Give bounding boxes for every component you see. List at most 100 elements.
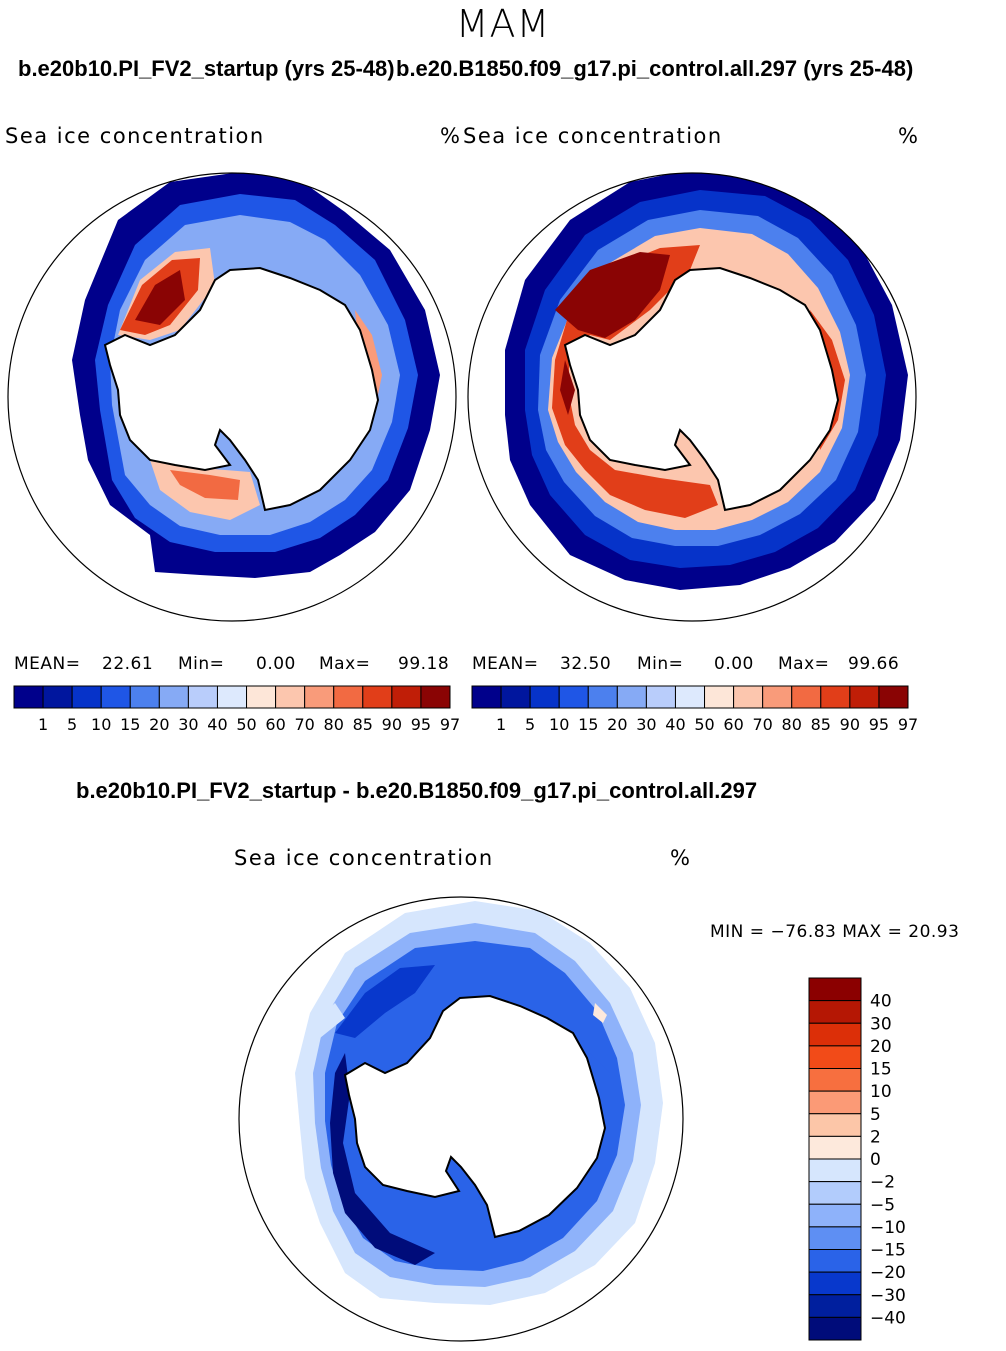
diff-colorbar-tick: 15 <box>870 1060 892 1080</box>
panel2-colorbar-tick: 5 <box>525 715 535 734</box>
diff-colorbar-swatch <box>808 1249 862 1273</box>
panel2-max: 99.66 <box>848 654 900 674</box>
panel1-colorbar-swatch <box>362 685 393 709</box>
panel1-title: b.e20b10.PI_FV2_startup (yrs 25-48) <box>18 56 395 81</box>
diff-colorbar-swatch <box>808 1068 862 1092</box>
panel1-colorbar-tick: 90 <box>382 715 402 734</box>
panel2-field-label: Sea ice concentration <box>463 124 723 148</box>
diff-colorbar-swatch <box>808 977 862 1002</box>
diff-minmax: MIN = −76.83 MAX = 20.93 <box>710 922 960 942</box>
panel2-colorbar-tick: 97 <box>898 715 918 734</box>
panel2-colorbar-swatch <box>704 685 735 709</box>
panel1-max: 99.18 <box>398 654 450 674</box>
panel2-colorbar-swatch <box>471 685 502 709</box>
diff-colorbar-tick: −20 <box>870 1263 906 1283</box>
diff-field-label: Sea ice concentration <box>234 846 494 870</box>
diff-title: b.e20b10.PI_FV2_startup - b.e20.B1850.f0… <box>76 778 758 803</box>
panel2-colorbar-swatch <box>529 685 560 709</box>
panel1-colorbar-swatch <box>129 685 160 709</box>
panel2-map <box>467 172 917 622</box>
panel2-colorbar-swatch <box>733 685 764 709</box>
panel2-min-label: Min= <box>637 654 684 674</box>
diff-units: % <box>670 846 692 870</box>
diff-map <box>238 896 684 1342</box>
panel1-colorbar-swatch <box>216 685 248 709</box>
panel2-max-label: Max= <box>778 654 830 674</box>
panel2-colorbar-swatch <box>762 685 793 709</box>
panel1-colorbar-tick: 70 <box>294 715 314 734</box>
panel1-colorbar-tick: 5 <box>67 715 77 734</box>
panel2-colorbar-swatch <box>674 685 706 709</box>
panel1-colorbar-tick: 20 <box>149 715 169 734</box>
panel1-units: % <box>440 124 462 148</box>
panel1-mean: 22.61 <box>102 654 154 674</box>
panel1-min: 0.00 <box>256 654 296 674</box>
panel1-colorbar-tick: 60 <box>265 715 285 734</box>
diff-colorbar-swatch <box>808 1294 862 1318</box>
panel2-colorbar-tick: 95 <box>869 715 889 734</box>
panel1-colorbar-tick: 95 <box>411 715 431 734</box>
panel1-colorbar-swatch <box>275 685 306 709</box>
diff-colorbar-swatch <box>808 1181 862 1205</box>
panel2-colorbar-swatch <box>849 685 880 709</box>
diff-colorbar-swatch <box>808 1045 862 1069</box>
panel2-colorbar: 1 5 10 15 20 30 40 50 60 70 80 85 90 95 97 <box>471 685 918 734</box>
panel2-colorbar-swatch <box>500 685 531 709</box>
diff-colorbar-tick: 30 <box>870 1014 892 1034</box>
diff-colorbar-tick: 0 <box>870 1150 881 1170</box>
diff-colorbar-tick: −2 <box>870 1173 895 1193</box>
panel1-colorbar-tick: 1 <box>38 715 48 734</box>
season-title: MAM <box>455 2 551 46</box>
diff-colorbar-tick: −10 <box>870 1218 906 1238</box>
panel1-colorbar-tick: 50 <box>236 715 256 734</box>
diff-colorbar-tick: −15 <box>870 1241 906 1261</box>
panel1-colorbar-swatch <box>304 685 335 709</box>
panel1-colorbar-swatch <box>71 685 102 709</box>
panel2-units: % <box>898 124 920 148</box>
panel1-colorbar-tick: 80 <box>324 715 344 734</box>
panel1-colorbar-swatch <box>42 685 73 709</box>
panel2-colorbar-tick: 40 <box>665 715 685 734</box>
panel1-map <box>7 172 457 622</box>
panel2-colorbar-tick: 1 <box>496 715 506 734</box>
panel2-colorbar-tick: 20 <box>607 715 627 734</box>
panel2-antarctica <box>563 266 840 512</box>
panel2-colorbar-swatch <box>645 685 676 709</box>
diff-colorbar-swatch <box>808 1226 862 1250</box>
panel1-antarctica <box>103 266 380 512</box>
panel2-colorbar-tick: 50 <box>694 715 714 734</box>
panel2-colorbar-tick: 30 <box>636 715 656 734</box>
diff-colorbar-tick: −30 <box>870 1286 906 1306</box>
panel1-mean-label: MEAN= <box>14 654 81 674</box>
diff-colorbar-swatch <box>808 1090 862 1115</box>
panel2-colorbar-tick: 15 <box>578 715 598 734</box>
diff-colorbar-swatch <box>808 1316 862 1341</box>
panel1-colorbar-tick: 40 <box>207 715 227 734</box>
panel1-colorbar-swatch <box>187 685 218 709</box>
diff-colorbar-tick: 20 <box>870 1037 892 1057</box>
panel1-field-label: Sea ice concentration <box>5 124 265 148</box>
panel2-min: 0.00 <box>714 654 754 674</box>
panel1-colorbar-tick: 10 <box>91 715 111 734</box>
diff-colorbar-tick: 10 <box>870 1082 892 1102</box>
panel2-colorbar-swatch <box>820 685 851 709</box>
panel1-colorbar-swatch <box>100 685 131 709</box>
diff-colorbar-swatch <box>808 1113 862 1137</box>
panel2-mean-label: MEAN= <box>472 654 539 674</box>
diff-colorbar-tick: 5 <box>870 1105 881 1125</box>
panel2-colorbar-tick: 60 <box>723 715 743 734</box>
panel1-colorbar-swatch <box>13 685 44 709</box>
diff-colorbar-swatch <box>808 1203 862 1228</box>
panel1-colorbar-tick: 30 <box>178 715 198 734</box>
panel2-colorbar-tick: 90 <box>840 715 860 734</box>
panel2-colorbar-swatch <box>558 685 589 709</box>
diff-colorbar-tick: −40 <box>870 1308 906 1328</box>
panel2-colorbar-swatch <box>791 685 822 709</box>
panel1-max-label: Max= <box>319 654 371 674</box>
panel1-colorbar-tick: 97 <box>440 715 460 734</box>
diff-colorbar-swatch <box>808 1022 862 1047</box>
panel1-colorbar-swatch <box>246 685 277 709</box>
panel1-colorbar-swatch <box>391 685 422 709</box>
diff-colorbar-tick: 2 <box>870 1127 881 1147</box>
